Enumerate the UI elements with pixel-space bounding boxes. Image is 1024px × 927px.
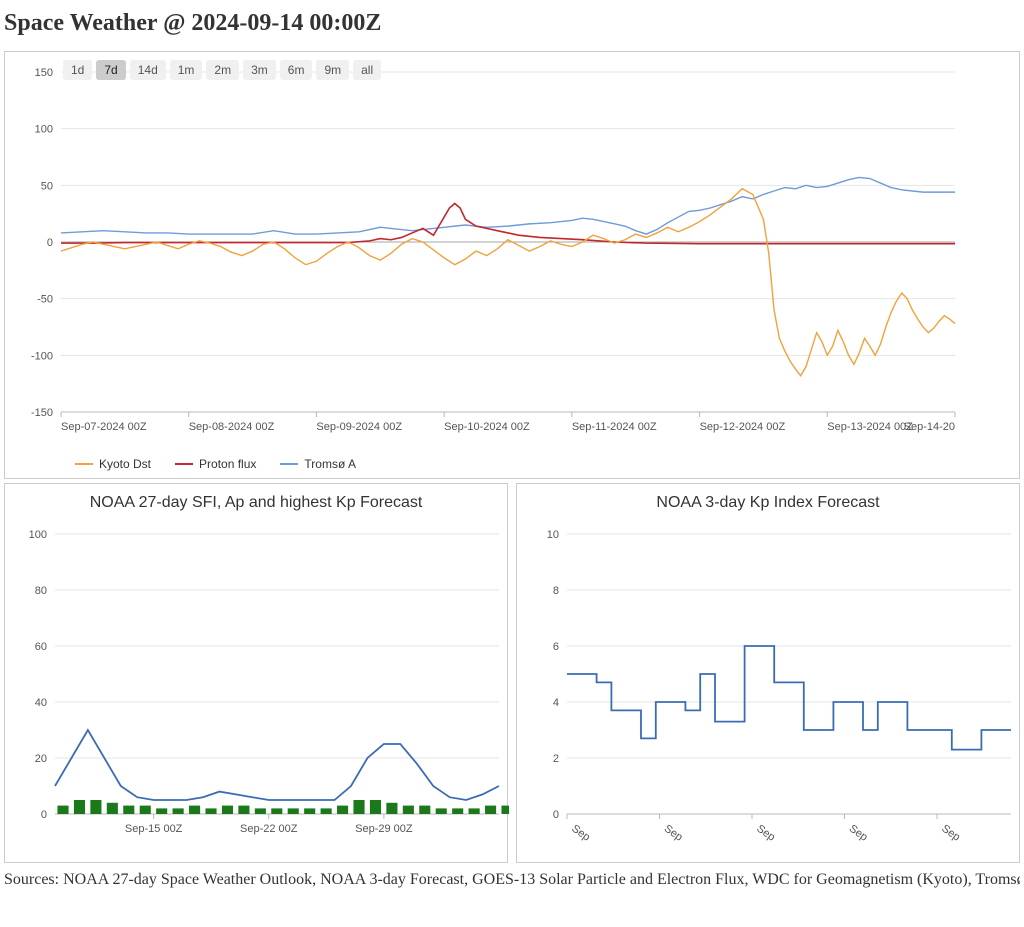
svg-text:0: 0 bbox=[41, 809, 47, 821]
svg-text:2: 2 bbox=[553, 753, 559, 765]
svg-text:Sep: Sep bbox=[569, 823, 592, 844]
svg-text:40: 40 bbox=[35, 697, 47, 709]
range-button-7d[interactable]: 7d bbox=[96, 60, 125, 80]
svg-text:150: 150 bbox=[35, 67, 53, 79]
svg-text:Sep-11-2024 00Z: Sep-11-2024 00Z bbox=[572, 421, 657, 433]
svg-text:Sep: Sep bbox=[939, 823, 962, 844]
svg-text:0: 0 bbox=[553, 809, 559, 821]
svg-text:Sep-15 00Z: Sep-15 00Z bbox=[125, 823, 183, 835]
svg-text:-150: -150 bbox=[31, 407, 53, 419]
bottom-right-chart: NOAA 3-day Kp Index Forecast 0246810SepS… bbox=[516, 483, 1020, 863]
br-plot-svg: 0 2 4 6 8 10 Sep Sep Sep Sep Sep bbox=[517, 484, 1021, 864]
svg-text:Sep-29 00Z: Sep-29 00Z bbox=[355, 823, 413, 835]
legend-item[interactable]: Proton flux bbox=[175, 457, 256, 471]
svg-text:-50: -50 bbox=[37, 294, 53, 306]
range-button-14d[interactable]: 14d bbox=[130, 60, 166, 80]
bl-plot-svg: 0 20 40 60 80 100 Sep-15 00Z Sep-22 00Z Sep-29 0… bbox=[5, 484, 509, 864]
svg-text:Sep-08-2024 00Z: Sep-08-2024 00Z bbox=[189, 421, 275, 433]
top-plot-svg: -150 -100 -50 0 50 100 150 Sep-07-2024 00Z Sep-0… bbox=[5, 52, 1015, 462]
svg-text:60: 60 bbox=[35, 641, 47, 653]
range-button-9m[interactable]: 9m bbox=[316, 60, 349, 80]
range-button-1m[interactable]: 1m bbox=[170, 60, 203, 80]
svg-text:6: 6 bbox=[553, 641, 559, 653]
svg-text:Sep-07-2024 00Z: Sep-07-2024 00Z bbox=[61, 421, 147, 433]
bottom-left-chart: NOAA 27-day SFI, Ap and highest Kp Forec… bbox=[4, 483, 508, 863]
legend-item[interactable]: Tromsø A bbox=[280, 457, 356, 471]
range-button-1d[interactable]: 1d bbox=[63, 60, 92, 80]
svg-text:4: 4 bbox=[553, 697, 559, 709]
svg-text:Sep-12-2024 00Z: Sep-12-2024 00Z bbox=[700, 421, 786, 433]
svg-text:8: 8 bbox=[553, 585, 559, 597]
range-button-2m[interactable]: 2m bbox=[206, 60, 239, 80]
svg-text:100: 100 bbox=[29, 529, 47, 541]
legend-label: Kyoto Dst bbox=[99, 457, 151, 471]
svg-text:Sep: Sep bbox=[662, 823, 685, 844]
svg-text:100: 100 bbox=[35, 124, 53, 136]
svg-text:50: 50 bbox=[41, 180, 53, 192]
legend-swatch bbox=[75, 463, 93, 465]
svg-text:0: 0 bbox=[47, 237, 53, 249]
range-selector: 1d7d14d1m2m3m6m9mall bbox=[63, 60, 381, 80]
svg-text:Sep-10-2024 00Z: Sep-10-2024 00Z bbox=[444, 421, 530, 433]
svg-text:Sep-14-20: Sep-14-20 bbox=[904, 421, 955, 433]
top-chart: 1d7d14d1m2m3m6m9mall -150 -100 -50 0 50 100 15… bbox=[4, 51, 1020, 479]
top-legend: Kyoto Dst Proton flux Tromsø A bbox=[75, 457, 356, 471]
svg-text:Sep-09-2024 00Z: Sep-09-2024 00Z bbox=[316, 421, 402, 433]
svg-text:Sep: Sep bbox=[754, 823, 777, 844]
sources-text: Sources: NOAA 27-day Space Weather Outlo… bbox=[4, 871, 1020, 889]
svg-text:80: 80 bbox=[35, 585, 47, 597]
range-button-6m[interactable]: 6m bbox=[280, 60, 313, 80]
page-title: Space Weather @ 2024-09-14 00:00Z bbox=[4, 10, 1020, 37]
legend-item[interactable]: Kyoto Dst bbox=[75, 457, 151, 471]
range-button-all[interactable]: all bbox=[353, 60, 381, 80]
legend-swatch bbox=[280, 463, 298, 465]
svg-text:-100: -100 bbox=[31, 350, 53, 362]
svg-text:20: 20 bbox=[35, 753, 47, 765]
range-button-3m[interactable]: 3m bbox=[243, 60, 276, 80]
legend-label: Tromsø A bbox=[304, 457, 356, 471]
legend-label: Proton flux bbox=[199, 457, 256, 471]
svg-text:Sep: Sep bbox=[847, 823, 870, 844]
svg-text:10: 10 bbox=[547, 529, 559, 541]
svg-text:Sep-22 00Z: Sep-22 00Z bbox=[240, 823, 298, 835]
svg-text:Sep-13-2024 00Z: Sep-13-2024 00Z bbox=[827, 421, 913, 433]
legend-swatch bbox=[175, 463, 193, 465]
